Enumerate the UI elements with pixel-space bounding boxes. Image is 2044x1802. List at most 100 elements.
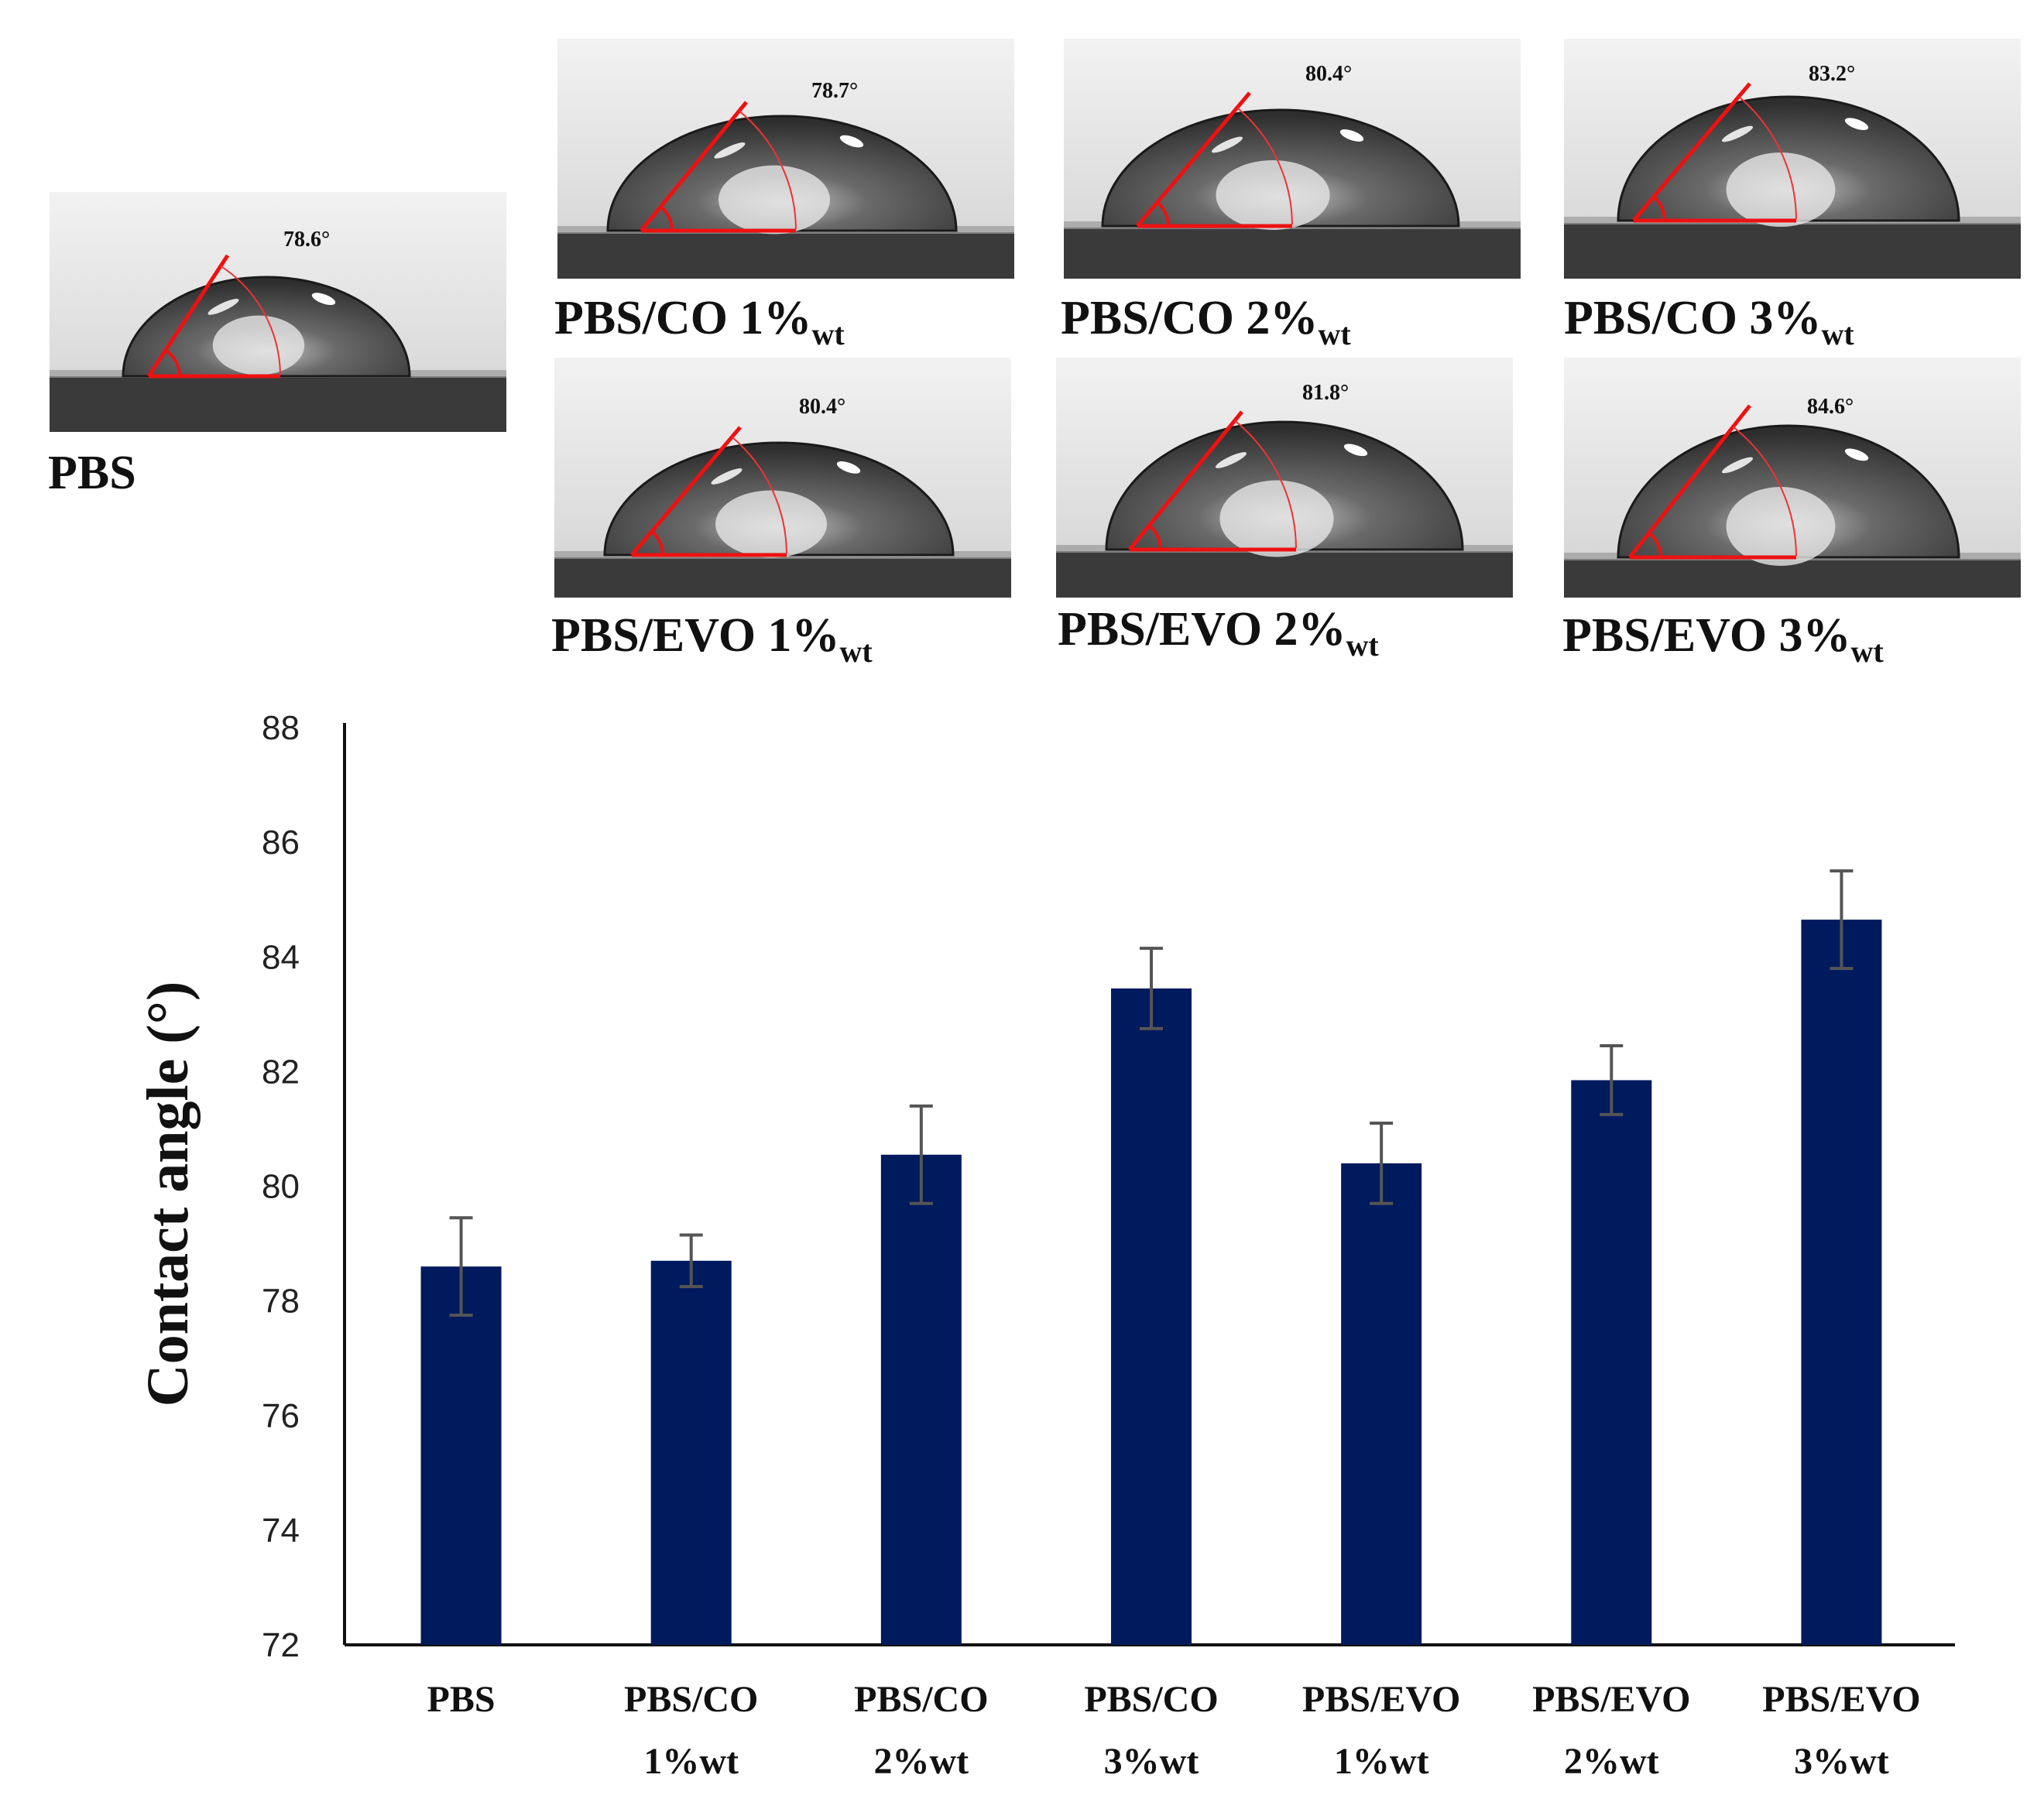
x-category-label: PBS/EVO — [1532, 1679, 1690, 1720]
angle-arc — [1234, 420, 1297, 549]
x-category-label: PBS/EVO — [1762, 1679, 1920, 1720]
substrate — [1064, 228, 1521, 279]
droplet-image-co3 — [1564, 39, 2021, 279]
sample-label-co2: PBS/CO 2%wt — [1061, 292, 1351, 351]
droplet-image-evo1 — [554, 358, 1011, 598]
droplet-image-co1 — [557, 39, 1014, 279]
y-tick-label: 72 — [262, 1626, 300, 1664]
y-tick-label: 88 — [262, 709, 300, 747]
droplet-photo-pbs — [50, 192, 506, 432]
bar-3 — [880, 1154, 962, 1645]
droplet-photo-evo1 — [554, 358, 1011, 598]
x-category-label: 3%wt — [1794, 1741, 1889, 1782]
angle-arc — [739, 110, 797, 230]
substrate — [554, 557, 1011, 598]
tangent-line — [1628, 404, 1751, 559]
droplet-highlight — [1726, 152, 1836, 227]
angle-arc — [1236, 107, 1293, 225]
x-category-label: PBS/CO — [854, 1679, 988, 1720]
droplet-glint — [1343, 444, 1368, 457]
droplet-glint-2 — [711, 468, 742, 485]
droplet-image-pbs — [50, 192, 506, 432]
droplet-highlight — [1726, 487, 1836, 566]
droplet-glint-2 — [1211, 136, 1243, 153]
y-tick-label: 76 — [262, 1397, 300, 1435]
angle-label-evo2: 81.8° — [1302, 381, 1350, 405]
substrate — [1056, 551, 1513, 598]
x-category-label: 1%wt — [643, 1741, 739, 1782]
y-tick-label: 84 — [262, 938, 300, 976]
droplet-glint — [836, 461, 861, 474]
droplet-photo-evo2 — [1056, 358, 1513, 598]
x-category-label: PBS/CO — [1084, 1679, 1218, 1720]
droplet-photo-co2 — [1064, 39, 1521, 279]
contact-angle-chart: 72 74 76 78 80 82 84 86 88 Contact angle (°) PBS PB… — [0, 673, 2044, 1802]
droplet-highlight — [715, 490, 827, 558]
angle-arc — [1738, 96, 1797, 220]
x-category-label: PBS — [427, 1679, 496, 1720]
sample-label-evo2: PBS/EVO 2%wt — [1058, 603, 1379, 663]
angle-label-co2: 80.4° — [1305, 62, 1353, 86]
droplet-highlight — [1219, 480, 1334, 557]
y-tick-label: 82 — [262, 1053, 300, 1091]
droplet-image-evo3 — [1564, 358, 2021, 598]
bar-2 — [650, 1260, 732, 1645]
y-tick-label: 74 — [262, 1512, 300, 1550]
x-category-label: 2%wt — [874, 1741, 969, 1782]
droplet-glint — [1844, 448, 1869, 461]
angle-marker — [1147, 524, 1162, 550]
angle-marker — [1648, 532, 1662, 558]
droplet-glint-2 — [714, 142, 746, 159]
x-category-label: 2%wt — [1564, 1741, 1659, 1782]
angle-label-co1: 78.7° — [811, 79, 859, 103]
droplet-glint-2 — [1215, 452, 1247, 468]
angle-marker — [164, 348, 181, 377]
angle-label-pbs: 78.6° — [283, 228, 331, 252]
tangent-line — [630, 426, 742, 557]
y-tick-label: 80 — [262, 1168, 300, 1206]
sample-label-evo3: PBS/EVO 3%wt — [1562, 609, 1884, 669]
sample-label-pbs: PBS — [48, 447, 136, 499]
angle-marker — [1156, 200, 1170, 227]
tangent-line — [1128, 410, 1243, 551]
substrate — [1564, 559, 2021, 598]
angle-label-evo3: 84.6° — [1807, 395, 1854, 419]
droplet-glint-2 — [1721, 125, 1754, 142]
y-tick-label: 78 — [262, 1283, 300, 1321]
angle-label-co3: 83.2° — [1809, 62, 1856, 86]
angle-marker — [650, 529, 664, 556]
droplet-glint — [1844, 118, 1869, 131]
droplet-image-evo2 — [1056, 358, 1513, 598]
droplet-glint-2 — [207, 299, 239, 315]
x-category-label: 3%wt — [1104, 1741, 1199, 1782]
droplet-glint — [311, 293, 336, 306]
y-axis-title: Contact angle (°) — [135, 982, 201, 1407]
x-category-label: 1%wt — [1334, 1741, 1429, 1782]
droplet-photo-co3 — [1564, 39, 2021, 279]
droplet-glint-2 — [1721, 457, 1754, 474]
angle-marker — [660, 205, 674, 231]
droplet-highlight — [718, 165, 830, 235]
tangent-line — [640, 101, 748, 232]
angle-arc — [731, 436, 787, 554]
bar-5 — [1341, 1163, 1422, 1645]
chart-canvas: 72 74 76 78 80 82 84 86 88 Contact angle (°) PBS PB… — [135, 709, 1955, 1782]
x-category-label: PBS/CO — [624, 1679, 758, 1720]
substrate — [557, 232, 1014, 279]
sample-label-co1: PBS/CO 1%wt — [554, 292, 845, 351]
bar-1 — [420, 1266, 502, 1645]
bar-7 — [1801, 920, 1882, 1645]
angle-label-evo1: 80.4° — [799, 395, 846, 419]
droplet-image-co2 — [1064, 39, 1521, 279]
substrate — [1564, 223, 2021, 279]
droplet-glint — [839, 135, 864, 148]
droplet-glint — [1339, 129, 1364, 142]
droplet-highlight — [212, 315, 305, 375]
angle-marker — [1652, 195, 1666, 221]
bar-6 — [1571, 1080, 1652, 1645]
tangent-line — [146, 254, 230, 378]
droplet-photo-evo3 — [1564, 358, 2021, 598]
tangent-line — [1136, 91, 1251, 228]
y-tick-label: 86 — [262, 824, 300, 862]
x-category-label: PBS/EVO — [1302, 1679, 1460, 1720]
